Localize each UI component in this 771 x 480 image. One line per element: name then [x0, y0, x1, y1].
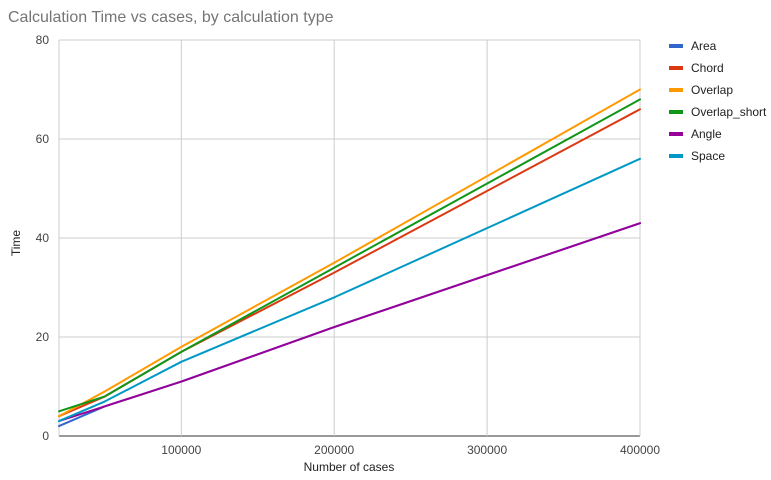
legend: Area Chord Overlap Overlap_short Angle Space	[669, 39, 767, 163]
legend-swatch-angle	[669, 132, 683, 136]
legend-label-area: Area	[691, 39, 717, 53]
x-tick-label: 100000	[161, 443, 201, 457]
chart-title: Calculation Time vs cases, by calculatio…	[8, 9, 334, 26]
series-line-angle	[58, 222, 641, 423]
grid	[58, 39, 641, 437]
series-line-overlap	[58, 88, 641, 418]
series-line-overlap-short	[58, 98, 641, 413]
x-tick-label: 400000	[620, 443, 660, 457]
y-tick-label: 20	[36, 330, 50, 344]
legend-swatch-area	[669, 44, 683, 48]
legend-label-chord: Chord	[691, 61, 724, 75]
y-axis-label: Time	[9, 230, 23, 257]
x-tick-label: 200000	[314, 443, 354, 457]
y-tick-label: 80	[36, 33, 50, 47]
legend-swatch-overlap	[669, 88, 683, 92]
series-lines	[58, 88, 641, 428]
x-axis-label: Number of cases	[304, 460, 395, 474]
legend-label-overlap-short: Overlap_short	[691, 105, 767, 119]
legend-label-space: Space	[691, 149, 725, 163]
x-axis-ticks: 100000 200000 300000 400000	[161, 443, 660, 457]
y-tick-label: 0	[42, 429, 49, 443]
y-tick-label: 40	[36, 231, 50, 245]
legend-label-overlap: Overlap	[691, 83, 733, 97]
legend-label-angle: Angle	[691, 127, 722, 141]
y-axis-ticks: 0 20 40 60 80	[36, 33, 50, 443]
legend-swatch-space	[669, 154, 683, 158]
y-tick-label: 60	[36, 132, 50, 146]
legend-swatch-overlap-short	[669, 110, 683, 114]
series-line-space	[58, 157, 641, 423]
x-tick-label: 300000	[467, 443, 507, 457]
legend-swatch-chord	[669, 66, 683, 70]
series-line-chord	[58, 108, 641, 418]
